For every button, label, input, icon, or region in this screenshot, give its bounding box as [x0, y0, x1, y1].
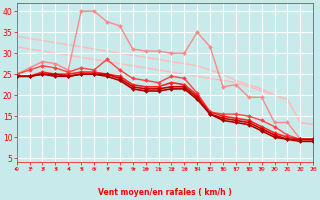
X-axis label: Vent moyen/en rafales ( km/h ): Vent moyen/en rafales ( km/h )	[98, 188, 232, 197]
